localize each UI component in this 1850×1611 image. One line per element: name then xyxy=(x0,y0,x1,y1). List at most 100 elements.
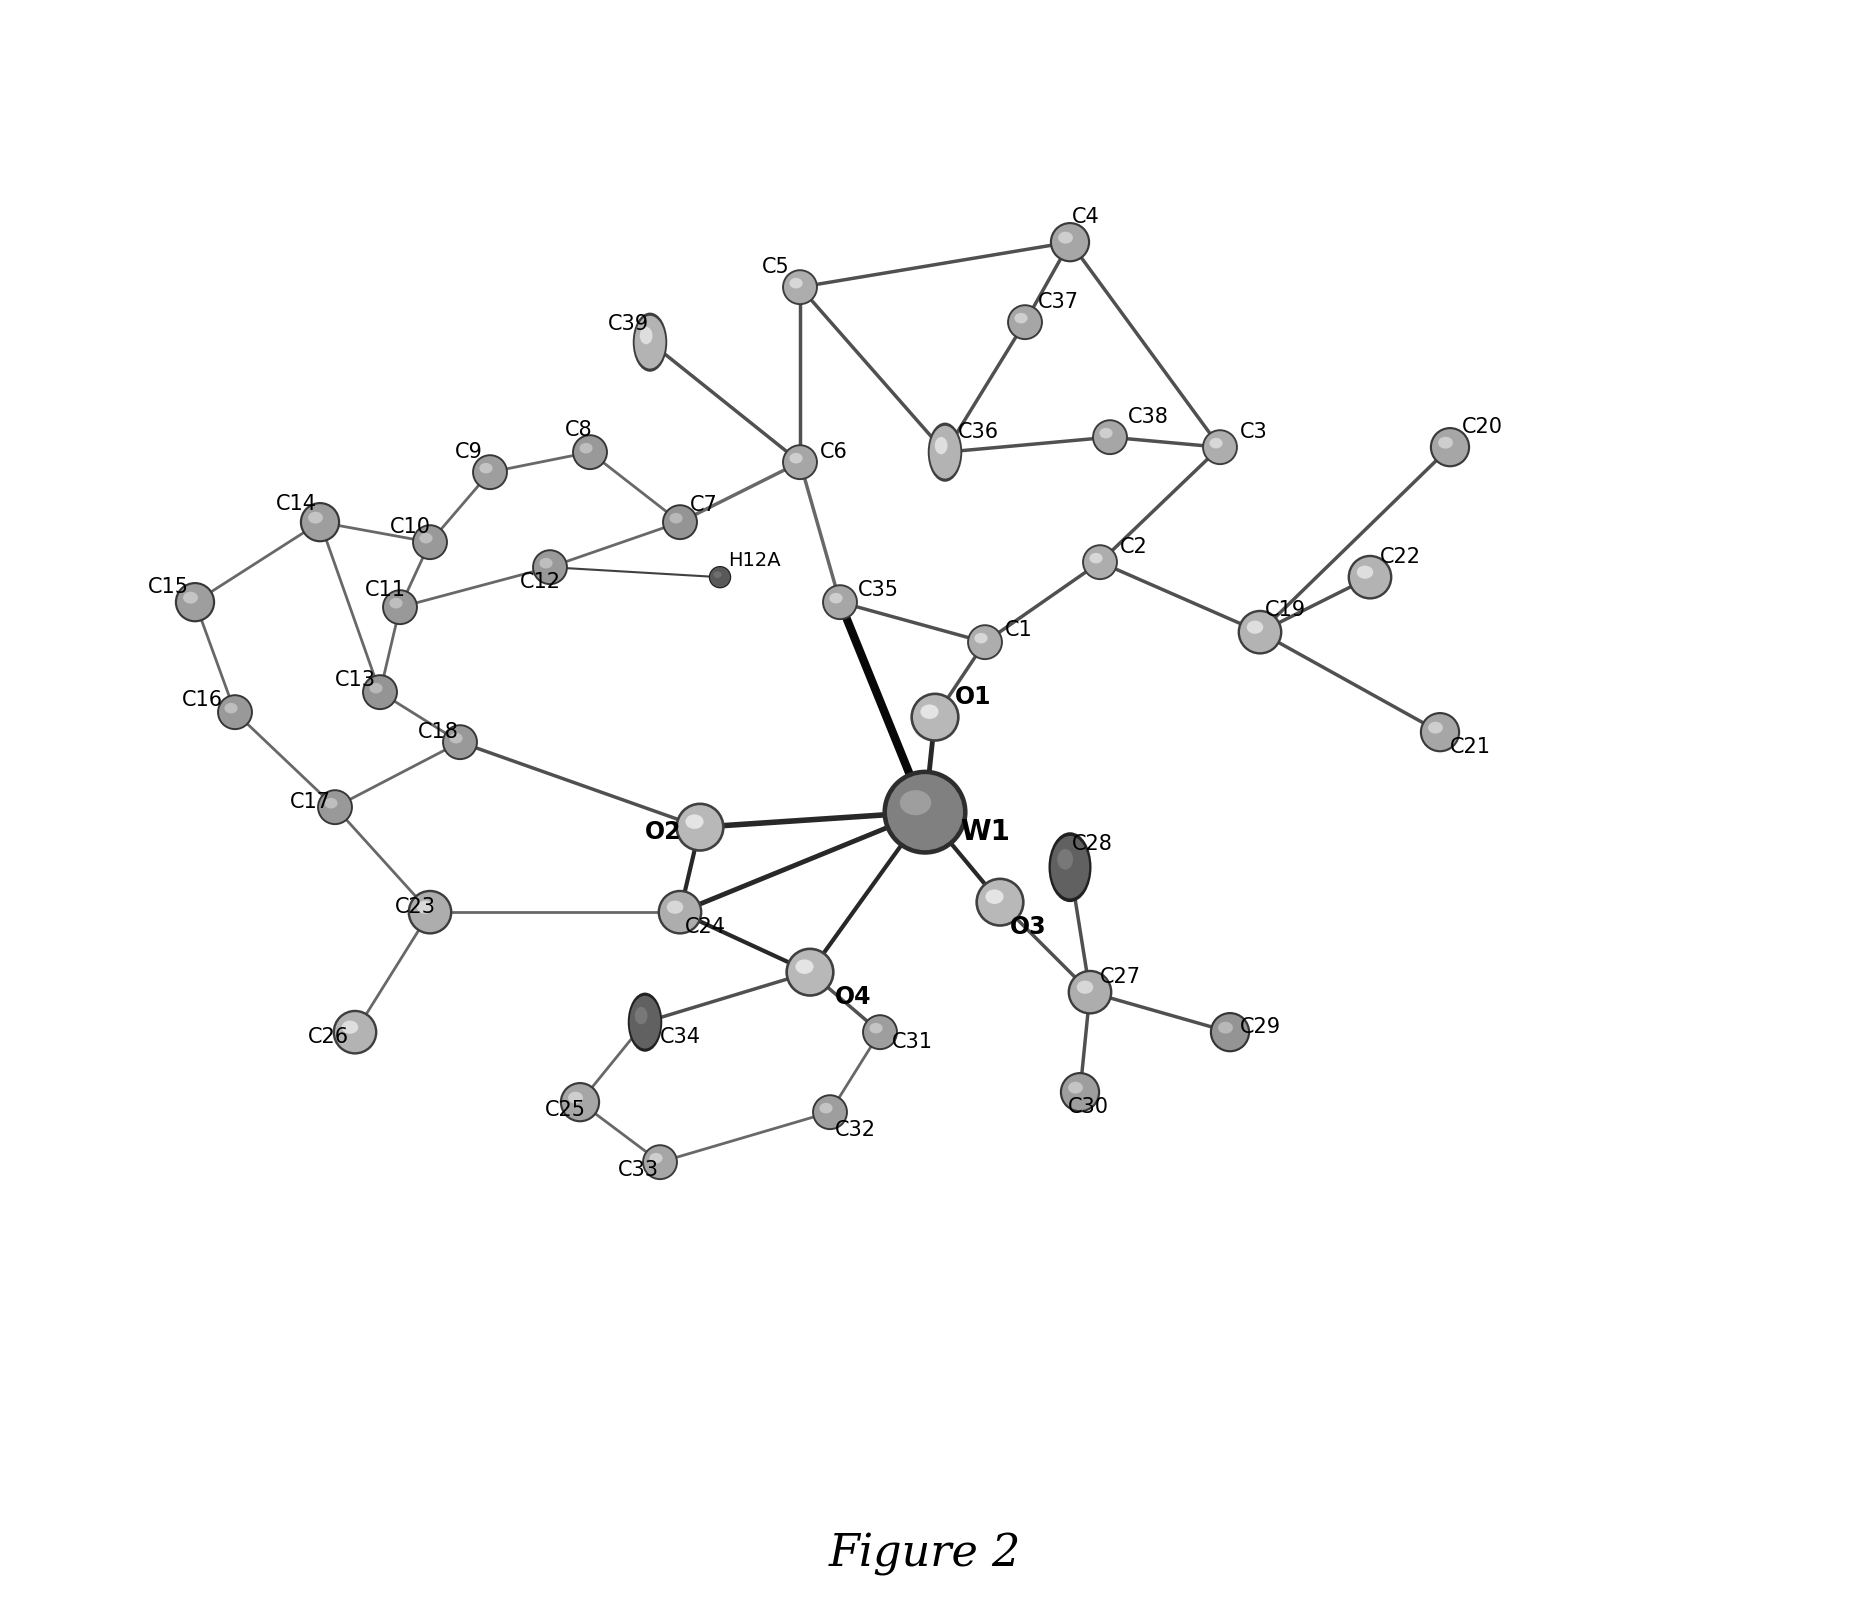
Text: C13: C13 xyxy=(335,670,376,690)
Ellipse shape xyxy=(710,567,731,586)
Ellipse shape xyxy=(1008,306,1042,338)
Text: O4: O4 xyxy=(834,986,871,1008)
Text: C35: C35 xyxy=(858,580,899,601)
Text: C29: C29 xyxy=(1240,1017,1280,1037)
Text: C12: C12 xyxy=(520,572,561,593)
Ellipse shape xyxy=(176,582,215,622)
Ellipse shape xyxy=(300,503,340,543)
Ellipse shape xyxy=(224,702,237,714)
Ellipse shape xyxy=(1049,222,1090,263)
Ellipse shape xyxy=(886,775,964,851)
Ellipse shape xyxy=(1356,565,1373,578)
Ellipse shape xyxy=(635,316,666,369)
Ellipse shape xyxy=(812,1094,847,1129)
Ellipse shape xyxy=(479,462,492,474)
Text: H12A: H12A xyxy=(729,551,781,570)
Text: C7: C7 xyxy=(690,495,718,516)
Ellipse shape xyxy=(788,950,833,994)
Ellipse shape xyxy=(1240,612,1280,652)
Ellipse shape xyxy=(644,1145,675,1178)
Text: C15: C15 xyxy=(148,577,189,598)
Ellipse shape xyxy=(324,797,337,809)
Ellipse shape xyxy=(675,802,725,852)
Ellipse shape xyxy=(218,696,252,728)
Ellipse shape xyxy=(1060,1071,1101,1112)
Text: C27: C27 xyxy=(1101,967,1141,988)
Ellipse shape xyxy=(714,572,722,578)
Ellipse shape xyxy=(709,565,731,588)
Ellipse shape xyxy=(474,456,507,488)
Ellipse shape xyxy=(899,789,931,815)
Ellipse shape xyxy=(1084,546,1116,578)
Text: Figure 2: Figure 2 xyxy=(829,1534,1021,1576)
Ellipse shape xyxy=(968,623,1003,661)
Ellipse shape xyxy=(862,1015,897,1050)
Ellipse shape xyxy=(370,683,383,693)
Text: C1: C1 xyxy=(1005,620,1032,640)
Ellipse shape xyxy=(783,445,818,480)
Ellipse shape xyxy=(562,1084,598,1120)
Text: C36: C36 xyxy=(958,422,999,441)
Ellipse shape xyxy=(333,1010,377,1055)
Ellipse shape xyxy=(642,1144,677,1181)
Ellipse shape xyxy=(662,504,697,540)
Ellipse shape xyxy=(1247,620,1264,633)
Ellipse shape xyxy=(540,557,553,569)
Ellipse shape xyxy=(535,551,566,583)
Ellipse shape xyxy=(1090,553,1103,564)
Ellipse shape xyxy=(1006,304,1043,340)
Ellipse shape xyxy=(1419,712,1460,752)
Ellipse shape xyxy=(1204,432,1236,464)
Ellipse shape xyxy=(986,889,1003,904)
Ellipse shape xyxy=(1082,545,1117,580)
Ellipse shape xyxy=(882,770,968,855)
Ellipse shape xyxy=(579,443,592,453)
Text: C26: C26 xyxy=(307,1028,350,1047)
Ellipse shape xyxy=(1432,429,1469,466)
Text: W1: W1 xyxy=(960,818,1010,846)
Ellipse shape xyxy=(1069,971,1110,1012)
Ellipse shape xyxy=(472,454,509,490)
Ellipse shape xyxy=(442,725,477,760)
Ellipse shape xyxy=(363,675,398,710)
Text: C30: C30 xyxy=(1067,1097,1108,1116)
Ellipse shape xyxy=(975,878,1025,926)
Text: C3: C3 xyxy=(1240,422,1267,441)
Text: O1: O1 xyxy=(955,685,992,709)
Ellipse shape xyxy=(420,533,433,543)
Text: C32: C32 xyxy=(834,1120,877,1141)
Ellipse shape xyxy=(1067,970,1112,1015)
Ellipse shape xyxy=(1217,1021,1232,1034)
Text: C4: C4 xyxy=(1071,208,1099,227)
Ellipse shape xyxy=(666,901,683,913)
Ellipse shape xyxy=(910,693,960,741)
Ellipse shape xyxy=(383,590,418,625)
Ellipse shape xyxy=(657,889,703,934)
Ellipse shape xyxy=(1062,1075,1099,1110)
Text: C34: C34 xyxy=(660,1028,701,1047)
Text: C9: C9 xyxy=(455,441,483,462)
Ellipse shape xyxy=(1238,611,1282,654)
Ellipse shape xyxy=(407,889,453,934)
Ellipse shape xyxy=(1210,438,1223,448)
Ellipse shape xyxy=(416,901,433,913)
Ellipse shape xyxy=(413,524,448,561)
Ellipse shape xyxy=(1347,554,1393,599)
Ellipse shape xyxy=(1210,1012,1251,1052)
Ellipse shape xyxy=(790,453,803,464)
Text: C2: C2 xyxy=(1119,536,1147,557)
Ellipse shape xyxy=(561,1083,599,1123)
Ellipse shape xyxy=(183,591,198,604)
Ellipse shape xyxy=(629,996,660,1049)
Text: C23: C23 xyxy=(396,897,437,917)
Ellipse shape xyxy=(829,593,842,604)
Ellipse shape xyxy=(820,1104,832,1113)
Text: C11: C11 xyxy=(364,580,405,601)
Ellipse shape xyxy=(870,1023,882,1033)
Text: C39: C39 xyxy=(609,314,649,333)
Ellipse shape xyxy=(979,880,1021,925)
Ellipse shape xyxy=(178,585,213,620)
Ellipse shape xyxy=(969,627,1001,659)
Text: C24: C24 xyxy=(684,917,725,938)
Ellipse shape xyxy=(388,598,403,609)
